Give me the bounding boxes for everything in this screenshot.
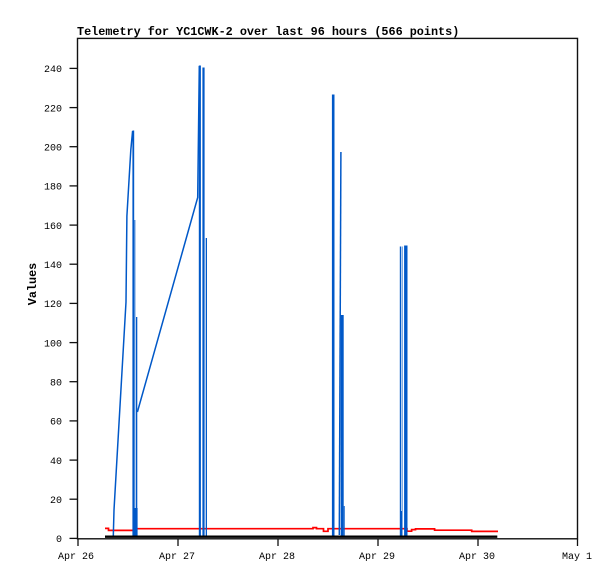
svg-text:120: 120 — [44, 300, 62, 311]
svg-text:Apr 29: Apr 29 — [359, 552, 395, 563]
svg-text:100: 100 — [44, 339, 62, 350]
svg-text:Values: Values — [26, 263, 40, 305]
svg-text:Apr 28: Apr 28 — [259, 552, 295, 563]
svg-text:20: 20 — [50, 496, 62, 507]
svg-text:60: 60 — [50, 418, 62, 429]
svg-text:0: 0 — [56, 535, 62, 546]
svg-text:160: 160 — [44, 222, 62, 233]
svg-text:Apr 26: Apr 26 — [58, 552, 94, 563]
svg-text:40: 40 — [50, 457, 62, 468]
svg-text:Apr 30: Apr 30 — [459, 552, 495, 563]
svg-text:240: 240 — [44, 65, 62, 76]
svg-text:Apr 27: Apr 27 — [159, 552, 195, 563]
svg-text:May 1: May 1 — [562, 552, 592, 563]
svg-text:80: 80 — [50, 379, 62, 390]
svg-text:Telemetry for YC1CWK-2 over la: Telemetry for YC1CWK-2 over last 96 hour… — [77, 25, 459, 39]
svg-text:220: 220 — [44, 104, 62, 115]
svg-text:200: 200 — [44, 144, 62, 155]
svg-text:140: 140 — [44, 261, 62, 272]
svg-text:180: 180 — [44, 183, 62, 194]
